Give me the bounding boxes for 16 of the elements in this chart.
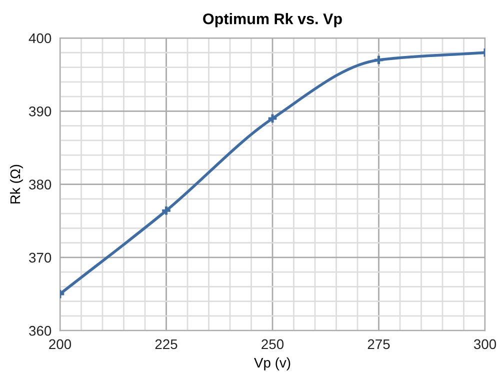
y-axis-title: Rk (Ω) (10, 164, 23, 204)
y-tick-label: 360 (29, 326, 52, 336)
point (373, 54, 384, 66)
y-tick-label: 400 (28, 33, 52, 44)
x-axis-title: Vp (v) (254, 357, 290, 370)
x-tick-label: 250 (262, 339, 284, 350)
x-tick-label: 300 (474, 339, 496, 350)
x-tick-label: 225 (155, 339, 178, 350)
chart-title: Optimum Rk vs. Vp (203, 13, 342, 28)
y-tick-label: 390 (29, 106, 52, 116)
y-tick-label: 380 (29, 180, 52, 190)
y-tick-label: 370 (29, 252, 52, 263)
x-tick-label: 275 (368, 339, 390, 350)
x-tick-label: 200 (49, 339, 72, 350)
point (267, 113, 278, 124)
point (160, 205, 172, 216)
